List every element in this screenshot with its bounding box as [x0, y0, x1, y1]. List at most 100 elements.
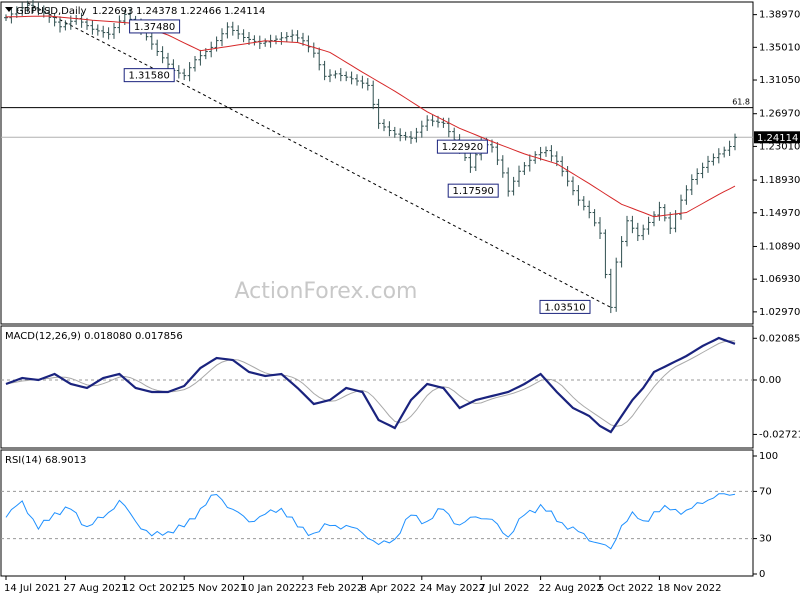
price-callout-label: 1.17590	[453, 186, 494, 197]
ohlc-bar	[662, 204, 667, 222]
price-callout-box	[436, 139, 488, 154]
ohlc-bar	[344, 71, 349, 82]
ohlc-bar	[571, 176, 575, 196]
ohlc-bar	[333, 70, 338, 79]
ohlc-bar	[371, 80, 376, 110]
ohlc-bar	[112, 22, 116, 39]
price-axis-tick-label: 1.38970	[759, 10, 800, 21]
x-axis-tick-label: 22 Aug 2022	[539, 583, 603, 594]
price-callout: 1.22920	[436, 139, 488, 154]
ohlc-bar	[560, 156, 565, 177]
price-callout-label: 1.03510	[544, 302, 585, 313]
price-axis-tick-label: 1.26970	[759, 109, 800, 120]
ohlc-bar	[225, 22, 230, 39]
price-axis-tick-label: 1.02970	[759, 307, 800, 318]
current-price-label: 1.24114	[757, 133, 798, 144]
current-price-marker: 1.24114	[754, 131, 800, 144]
ohlc-bar	[382, 119, 386, 132]
ohlc-bar	[403, 131, 408, 141]
ohlc-bar	[106, 27, 111, 40]
ohlc-bar	[31, 0, 35, 14]
price-panel-frame	[0, 1, 754, 325]
ohlc-bar	[295, 30, 300, 43]
ohlc-bar	[668, 212, 673, 234]
ohlc-bar	[506, 167, 511, 197]
ohlc-bar	[409, 131, 413, 144]
ohlc-bar	[247, 31, 251, 45]
price-callout-label: 1.22920	[442, 142, 483, 153]
ohlc-bar	[576, 185, 581, 206]
macd-label: MACD(12,26,9) 0.018080 0.017856	[5, 331, 183, 342]
ohlc-bar	[317, 47, 322, 71]
ohlc-bar	[641, 224, 646, 241]
ohlc-low: 1.22466	[180, 6, 221, 17]
macd-signal-line	[5, 340, 736, 427]
ohlc-bar	[689, 174, 694, 196]
fib-level: 61.8	[1, 98, 753, 109]
ohlc-bar	[263, 38, 268, 47]
price-axis-tick-label: 1.06930	[759, 274, 800, 285]
rsi-line	[5, 493, 736, 550]
price-panel: ActionForex.com 61.8 1.37480 1.31580 1.229…	[0, 0, 800, 325]
ohlc-bar	[155, 39, 160, 56]
trendline	[27, 2, 612, 308]
ohlc-bar	[565, 166, 570, 187]
price-callout-label: 1.37480	[134, 22, 175, 33]
ohlc-bar	[511, 176, 516, 196]
price-callout-box	[123, 68, 175, 83]
ohlc-bar	[727, 140, 732, 156]
price-callout: 1.37480	[129, 19, 181, 34]
x-axis-tick-label: 10 Jan 2022	[242, 583, 302, 594]
ohlc-bar	[187, 62, 192, 82]
ohlc-bar	[20, 2, 25, 16]
symbol-header: GBPUSD,Daily	[16, 6, 87, 17]
price-axis-tick-label: 1.31050	[759, 75, 800, 86]
ohlc-bar	[101, 25, 106, 38]
ohlc-bar	[387, 121, 392, 137]
ohlc-bar	[679, 194, 683, 220]
price-axis: 1.38970 1.35010 1.31050 1.26970 1.23010 1.189…	[753, 10, 800, 318]
ohlc-bar	[360, 75, 365, 89]
ohlc-bar	[349, 71, 354, 85]
rsi-panel: 100 70 30 0 RSI(14) 68.9013	[0, 449, 778, 580]
price-callouts: 1.37480 1.31580 1.22920 1.17590 1.03510	[123, 19, 591, 314]
macd-signal-path	[5, 340, 736, 427]
macd-axis-tick-label: -0.027213	[759, 429, 800, 440]
ohlc-bar	[614, 257, 619, 312]
ohlc-bar	[549, 145, 554, 162]
ohlc-bar	[517, 165, 521, 187]
ohlc-bars	[4, 0, 737, 314]
price-axis-tick-label: 1.35010	[759, 42, 800, 53]
ohlc-bar	[355, 74, 359, 86]
ohlc-bar	[392, 126, 397, 138]
ohlc-bar	[544, 146, 548, 157]
price-callout-box	[129, 19, 181, 34]
ohlc-bar	[598, 217, 602, 239]
ohlc-bar	[176, 65, 181, 79]
rsi-axis-tick-label: 30	[759, 534, 772, 545]
x-axis-tick-label: 14 Jul 2021	[4, 583, 61, 594]
ohlc-bar	[214, 36, 219, 52]
chart-header: GBPUSD,Daily 1.22693 1.24378 1.22466 1.2…	[5, 6, 265, 17]
ohlc-bar	[376, 98, 381, 129]
ohlc-bar	[495, 142, 500, 166]
x-axis-tick-label: 8 Apr 2022	[360, 583, 415, 594]
moving-average	[5, 15, 736, 218]
ohlc-bar	[306, 35, 311, 53]
price-callout: 1.03510	[539, 299, 591, 314]
ohlc-bar	[36, 2, 41, 16]
ohlc-bar	[441, 117, 446, 128]
ohlc-bar	[630, 215, 635, 234]
ohlc-bar	[14, 6, 19, 18]
ohlc-bar	[716, 148, 721, 164]
macd-line-path	[5, 336, 736, 434]
ohlc-bar	[47, 7, 52, 23]
ohlc-bar	[700, 162, 705, 179]
x-axis-tick-label: 7 Jul 2022	[479, 583, 529, 594]
ohlc-bar	[160, 46, 165, 64]
ohlc-bar	[365, 78, 370, 91]
ohlc-bar	[193, 56, 197, 72]
price-axis-tick-label: 1.10890	[759, 241, 800, 252]
ohlc-bar	[25, 0, 30, 13]
